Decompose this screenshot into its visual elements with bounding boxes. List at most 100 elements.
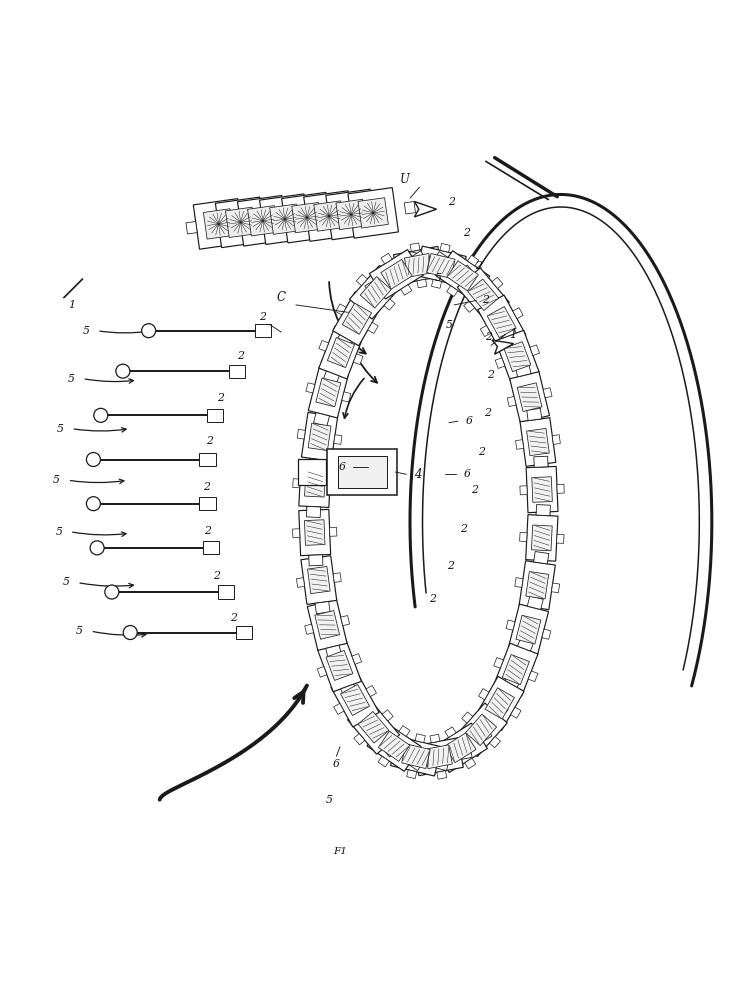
- Bar: [536, 512, 551, 523]
- Bar: [293, 479, 300, 488]
- Bar: [360, 277, 391, 308]
- Bar: [492, 277, 503, 288]
- Bar: [382, 710, 393, 721]
- Bar: [336, 304, 346, 315]
- Bar: [381, 253, 392, 264]
- Bar: [208, 220, 219, 232]
- Bar: [368, 322, 378, 333]
- Bar: [308, 367, 349, 418]
- Circle shape: [86, 453, 101, 467]
- Bar: [366, 686, 376, 697]
- Bar: [321, 632, 338, 647]
- Bar: [477, 719, 494, 735]
- Bar: [534, 552, 549, 564]
- Bar: [354, 734, 365, 745]
- Bar: [341, 210, 352, 223]
- Bar: [489, 737, 500, 748]
- Bar: [194, 199, 244, 249]
- Bar: [315, 601, 330, 614]
- Bar: [294, 209, 305, 222]
- Text: 2: 2: [487, 370, 494, 380]
- Polygon shape: [492, 340, 514, 354]
- Bar: [527, 408, 542, 421]
- Text: 2: 2: [449, 197, 455, 207]
- Text: 2: 2: [202, 482, 209, 492]
- Bar: [316, 378, 341, 407]
- Bar: [384, 299, 395, 310]
- Bar: [331, 673, 379, 727]
- Bar: [507, 339, 524, 354]
- Bar: [391, 736, 441, 776]
- Bar: [333, 703, 344, 714]
- Bar: [404, 754, 418, 770]
- Bar: [494, 658, 503, 668]
- Bar: [435, 251, 490, 301]
- Bar: [341, 684, 358, 699]
- Bar: [519, 561, 555, 610]
- Bar: [360, 716, 377, 732]
- Bar: [505, 671, 522, 687]
- Bar: [433, 723, 488, 773]
- Text: 2: 2: [478, 447, 485, 457]
- Bar: [308, 458, 323, 471]
- Bar: [316, 403, 331, 416]
- Bar: [439, 252, 452, 268]
- Bar: [495, 358, 505, 368]
- Bar: [426, 254, 455, 278]
- Bar: [551, 583, 559, 593]
- Bar: [495, 330, 539, 383]
- Text: 2: 2: [471, 485, 477, 495]
- Text: 1: 1: [68, 300, 75, 310]
- Bar: [515, 578, 523, 587]
- Bar: [301, 556, 337, 604]
- Bar: [415, 734, 426, 743]
- Bar: [491, 701, 508, 718]
- Bar: [432, 252, 448, 269]
- Bar: [468, 255, 479, 266]
- Bar: [525, 572, 548, 599]
- Bar: [307, 506, 321, 518]
- Text: 4: 4: [414, 468, 421, 481]
- Bar: [412, 251, 428, 268]
- Bar: [525, 515, 558, 561]
- Circle shape: [142, 324, 156, 338]
- Bar: [299, 461, 331, 507]
- Bar: [493, 308, 510, 325]
- Bar: [534, 560, 548, 571]
- Bar: [378, 731, 410, 761]
- Bar: [341, 616, 350, 626]
- Bar: [347, 700, 400, 754]
- Bar: [487, 307, 517, 338]
- Bar: [511, 707, 521, 718]
- Bar: [330, 481, 337, 490]
- Bar: [358, 198, 389, 228]
- Bar: [404, 201, 415, 214]
- Text: 6: 6: [333, 759, 340, 769]
- Text: 5: 5: [76, 626, 83, 636]
- Text: 2: 2: [460, 524, 467, 534]
- Bar: [530, 345, 539, 356]
- Bar: [407, 252, 420, 267]
- Text: 5: 5: [63, 577, 69, 587]
- Bar: [326, 645, 341, 659]
- Bar: [500, 323, 516, 338]
- Bar: [510, 372, 550, 423]
- Text: 2: 2: [486, 332, 492, 342]
- Bar: [432, 279, 442, 288]
- Text: 5: 5: [53, 475, 60, 485]
- Bar: [477, 283, 494, 300]
- Bar: [363, 722, 379, 739]
- Text: 1: 1: [509, 328, 517, 341]
- Bar: [296, 578, 304, 587]
- Bar: [292, 202, 322, 233]
- Bar: [308, 423, 331, 451]
- Bar: [445, 727, 456, 737]
- Bar: [314, 201, 344, 231]
- Bar: [306, 383, 315, 393]
- Bar: [334, 435, 342, 444]
- Bar: [326, 650, 353, 680]
- Bar: [383, 740, 400, 757]
- Bar: [506, 620, 515, 630]
- Text: U: U: [400, 173, 410, 186]
- Bar: [457, 265, 474, 282]
